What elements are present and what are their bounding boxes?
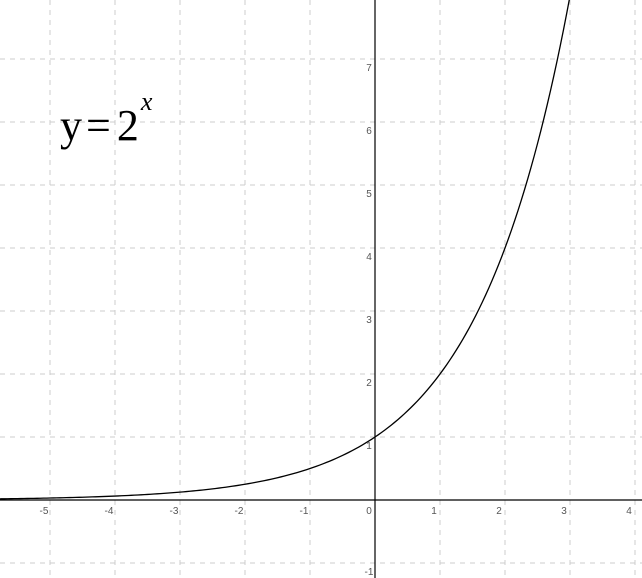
svg-text:0: 0 [366,506,372,517]
equation-exponent: x [141,87,153,116]
svg-text:-2: -2 [235,506,244,517]
equation-equals: = [86,101,111,150]
svg-text:4: 4 [366,252,372,263]
svg-text:5: 5 [366,189,372,200]
chart-container: -5-4-3-2-101234-11234567 y=2x [0,0,642,578]
svg-text:-5: -5 [40,506,49,517]
svg-text:-3: -3 [170,506,179,517]
svg-text:2: 2 [366,378,372,389]
svg-text:7: 7 [366,63,372,74]
svg-text:-1: -1 [365,567,374,578]
svg-text:4: 4 [626,506,632,517]
equation-label: y=2x [60,100,150,151]
svg-text:6: 6 [366,126,372,137]
svg-text:-4: -4 [105,506,114,517]
svg-text:-1: -1 [300,506,309,517]
equation-y: y [60,101,82,150]
svg-text:3: 3 [561,506,567,517]
svg-text:3: 3 [366,315,372,326]
exponential-chart: -5-4-3-2-101234-11234567 [0,0,642,578]
equation-base: 2 [117,101,139,150]
svg-text:1: 1 [431,506,437,517]
svg-text:2: 2 [496,506,502,517]
